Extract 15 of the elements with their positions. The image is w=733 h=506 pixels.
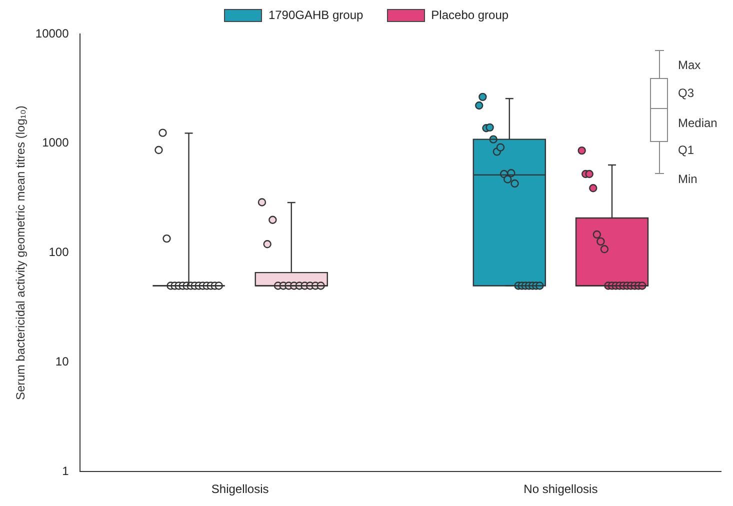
y-tick-label: 10000: [35, 26, 70, 40]
y-tick-label: 1000: [42, 136, 70, 150]
y-tick-label: 1: [62, 464, 70, 478]
annotation: Max: [678, 58, 701, 72]
x-tick-label: No shigellosis: [524, 482, 598, 496]
y-tick-label: 10: [55, 354, 70, 369]
annotation: Q1: [678, 143, 694, 157]
y-tick-label: 100: [48, 245, 70, 260]
legend-label: 1790GAHB group: [268, 8, 364, 22]
annotation: Min: [678, 172, 698, 186]
legend-label: Placebo group: [431, 8, 509, 22]
x-tick-label: Shigellosis: [211, 482, 269, 496]
annotation: Median: [678, 116, 718, 130]
annotation: Q3: [678, 86, 694, 100]
y-axis-title: Serum bactericidal activity geometric mean titres (log₁₀): [14, 106, 28, 400]
